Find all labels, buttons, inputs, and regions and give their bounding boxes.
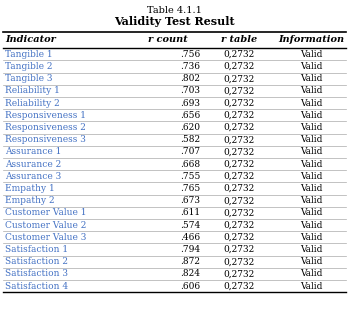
Text: Customer Value 2: Customer Value 2	[5, 221, 86, 230]
Text: Indicator: Indicator	[5, 36, 55, 44]
Text: Validity Test Result: Validity Test Result	[114, 16, 235, 27]
Text: 0,2732: 0,2732	[224, 87, 255, 95]
Text: .611: .611	[180, 209, 200, 217]
Text: .736: .736	[180, 62, 200, 71]
Text: Valid: Valid	[300, 99, 322, 107]
Text: .656: .656	[180, 111, 200, 120]
Text: 0,2732: 0,2732	[224, 257, 255, 266]
Text: Empathy 2: Empathy 2	[5, 196, 54, 205]
Text: Tangible 3: Tangible 3	[5, 74, 52, 83]
Text: .756: .756	[180, 50, 200, 59]
Text: Valid: Valid	[300, 221, 322, 230]
Text: .707: .707	[180, 147, 200, 156]
Text: Tangible 1: Tangible 1	[5, 50, 52, 59]
Text: Valid: Valid	[300, 269, 322, 278]
Text: 0,2732: 0,2732	[224, 233, 255, 242]
Text: Valid: Valid	[300, 184, 322, 193]
Text: Reliability 1: Reliability 1	[5, 87, 60, 95]
Text: Assurance 3: Assurance 3	[5, 172, 61, 181]
Text: r count: r count	[148, 36, 187, 44]
Text: Valid: Valid	[300, 62, 322, 71]
Text: Satisfaction 1: Satisfaction 1	[5, 245, 68, 254]
Text: .620: .620	[180, 123, 200, 132]
Text: Satisfaction 2: Satisfaction 2	[5, 257, 68, 266]
Text: 0,2732: 0,2732	[224, 123, 255, 132]
Text: 0,2732: 0,2732	[224, 209, 255, 217]
Text: r table: r table	[221, 36, 258, 44]
Text: Responsiveness 3: Responsiveness 3	[5, 135, 86, 144]
Text: .668: .668	[180, 160, 200, 169]
Text: .466: .466	[180, 233, 200, 242]
Text: Valid: Valid	[300, 282, 322, 291]
Text: 0,2732: 0,2732	[224, 282, 255, 291]
Text: Valid: Valid	[300, 196, 322, 205]
Text: .794: .794	[180, 245, 200, 254]
Text: Valid: Valid	[300, 50, 322, 59]
Text: .606: .606	[180, 282, 200, 291]
Text: Valid: Valid	[300, 147, 322, 156]
Text: Information: Information	[278, 36, 344, 44]
Text: Assurance 2: Assurance 2	[5, 160, 61, 169]
Text: .765: .765	[180, 184, 200, 193]
Text: .582: .582	[180, 135, 200, 144]
Text: Valid: Valid	[300, 111, 322, 120]
Text: 0,2732: 0,2732	[224, 62, 255, 71]
Text: Responsiveness 1: Responsiveness 1	[5, 111, 86, 120]
Text: Valid: Valid	[300, 87, 322, 95]
Text: Satisfaction 3: Satisfaction 3	[5, 269, 68, 278]
Text: 0,2732: 0,2732	[224, 74, 255, 83]
Text: Assurance 1: Assurance 1	[5, 147, 61, 156]
Text: 0,2732: 0,2732	[224, 99, 255, 107]
Text: Responsiveness 2: Responsiveness 2	[5, 123, 86, 132]
Text: Valid: Valid	[300, 245, 322, 254]
Text: Tangible 2: Tangible 2	[5, 62, 52, 71]
Text: Valid: Valid	[300, 123, 322, 132]
Text: Valid: Valid	[300, 257, 322, 266]
Text: Customer Value 3: Customer Value 3	[5, 233, 86, 242]
Text: Reliability 2: Reliability 2	[5, 99, 60, 107]
Text: .693: .693	[180, 99, 200, 107]
Text: 0,2732: 0,2732	[224, 245, 255, 254]
Text: Customer Value 1: Customer Value 1	[5, 209, 87, 217]
Text: 0,2732: 0,2732	[224, 160, 255, 169]
Text: Valid: Valid	[300, 74, 322, 83]
Text: 0,2732: 0,2732	[224, 50, 255, 59]
Text: 0,2732: 0,2732	[224, 221, 255, 230]
Text: 0,2732: 0,2732	[224, 269, 255, 278]
Text: .673: .673	[180, 196, 200, 205]
Text: Valid: Valid	[300, 209, 322, 217]
Text: Empathy 1: Empathy 1	[5, 184, 55, 193]
Text: 0,2732: 0,2732	[224, 184, 255, 193]
Text: .802: .802	[180, 74, 200, 83]
Text: .824: .824	[180, 269, 200, 278]
Text: Valid: Valid	[300, 135, 322, 144]
Text: 0,2732: 0,2732	[224, 196, 255, 205]
Text: .703: .703	[180, 87, 200, 95]
Text: 0,2732: 0,2732	[224, 172, 255, 181]
Text: .574: .574	[180, 221, 200, 230]
Text: .872: .872	[180, 257, 200, 266]
Text: 0,2732: 0,2732	[224, 135, 255, 144]
Text: Table 4.1.1: Table 4.1.1	[147, 6, 202, 15]
Text: .755: .755	[180, 172, 200, 181]
Text: Satisfaction 4: Satisfaction 4	[5, 282, 68, 291]
Text: Valid: Valid	[300, 233, 322, 242]
Text: Valid: Valid	[300, 160, 322, 169]
Text: 0,2732: 0,2732	[224, 147, 255, 156]
Text: 0,2732: 0,2732	[224, 111, 255, 120]
Text: Valid: Valid	[300, 172, 322, 181]
